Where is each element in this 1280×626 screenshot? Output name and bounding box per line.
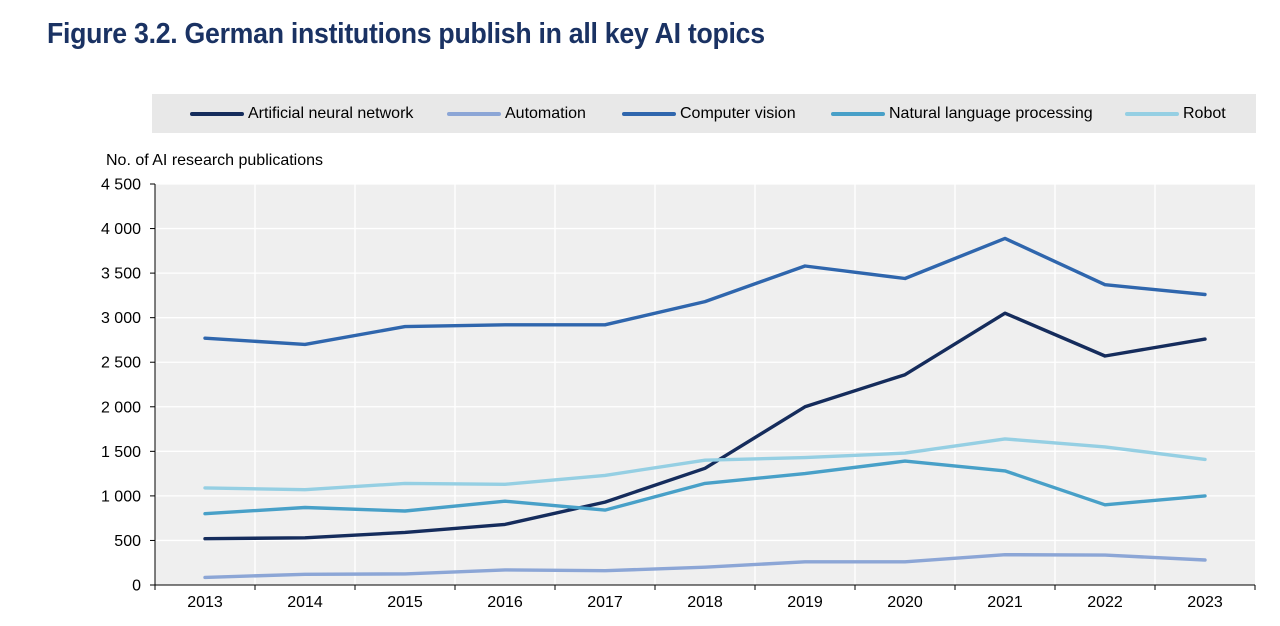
figure-title: Figure 3.2. German institutions publish … xyxy=(47,18,765,50)
legend-label-automation: Automation xyxy=(505,104,586,122)
y-tick-label: 2 000 xyxy=(101,399,141,416)
y-tick-label: 2 500 xyxy=(101,355,141,372)
series-line-artificial-neural-network xyxy=(203,311,1207,541)
series-line-robot xyxy=(203,437,1207,492)
series-line-natural-language-processing xyxy=(203,459,1207,516)
x-tick-label: 2017 xyxy=(587,594,623,611)
x-tick-label: 2015 xyxy=(387,594,423,611)
x-tick-label: 2022 xyxy=(1087,594,1123,611)
legend-label-computer-vision: Computer vision xyxy=(680,104,796,122)
axes: 0 500 1 000 1 500 2 000 2 500 3 000 3 500 4 000 4… xyxy=(101,177,1256,611)
x-tick-label: 2020 xyxy=(887,594,923,611)
x-tick-label: 2013 xyxy=(187,594,223,611)
legend-item-computer-vision: Computer vision xyxy=(622,94,796,133)
legend-swatch-automation xyxy=(447,111,501,116)
legend-item-artificial-neural-network: Artificial neural network xyxy=(190,94,413,133)
chart-legend: Artificial neural network Automation Com… xyxy=(152,94,1256,133)
x-tick-label: 2019 xyxy=(787,594,823,611)
plot-area xyxy=(155,184,1255,585)
legend-swatch-artificial-neural-network xyxy=(190,111,244,116)
x-tick-label: 2014 xyxy=(287,594,323,611)
legend-label-artificial-neural-network: Artificial neural network xyxy=(248,104,414,122)
y-tick-label: 4 000 xyxy=(101,221,141,238)
legend-item-robot: Robot xyxy=(1125,94,1226,133)
y-tick-label: 3 000 xyxy=(101,310,141,327)
y-tick-label: 0 xyxy=(132,578,141,595)
legend-swatch-natural-language-processing xyxy=(831,111,885,116)
gridlines xyxy=(155,183,1255,585)
legend-swatch-robot xyxy=(1125,111,1179,116)
y-tick-label: 1 500 xyxy=(101,444,141,461)
line-chart: 0 500 1 000 1 500 2 000 2 500 3 000 3 500 4 000 4… xyxy=(101,152,1256,611)
series-line-computer-vision xyxy=(203,236,1207,347)
y-tick-label: 4 500 xyxy=(101,177,141,194)
x-tick-label: 2023 xyxy=(1187,594,1223,611)
y-tick-label: 1 000 xyxy=(101,488,141,505)
x-tick-label: 2018 xyxy=(687,594,723,611)
legend-label-natural-language-processing: Natural language processing xyxy=(889,104,1093,122)
legend-label-robot: Robot xyxy=(1183,104,1226,122)
y-axis-label: No. of AI research publications xyxy=(106,152,323,169)
y-tick-label: 500 xyxy=(114,533,141,550)
x-tick-label: 2021 xyxy=(987,594,1023,611)
legend-item-automation: Automation xyxy=(447,94,586,133)
series-lines xyxy=(203,236,1207,580)
series-line-automation xyxy=(203,553,1207,580)
legend-item-natural-language-processing: Natural language processing xyxy=(831,94,1093,133)
y-tick-label: 3 500 xyxy=(101,266,141,283)
legend-swatch-computer-vision xyxy=(622,111,676,116)
x-tick-label: 2016 xyxy=(487,594,523,611)
